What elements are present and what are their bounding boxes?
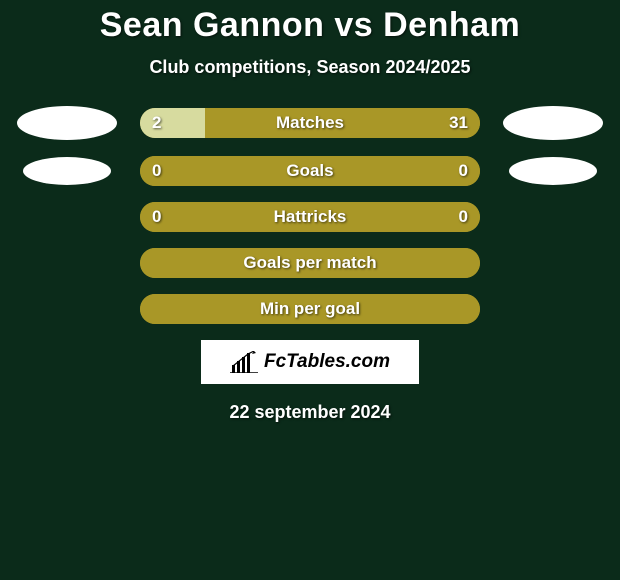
stat-bar: 2Matches31 xyxy=(140,108,480,138)
stat-label: Hattricks xyxy=(140,202,480,232)
stat-label: Goals per match xyxy=(140,248,480,278)
stat-row: Goals per match xyxy=(0,248,620,278)
stat-bar: 0Goals0 xyxy=(140,156,480,186)
stat-bar: Goals per match xyxy=(140,248,480,278)
stat-row: 0Goals0 xyxy=(0,156,620,186)
avatar-slot-right xyxy=(498,106,608,140)
stat-bar: Min per goal xyxy=(140,294,480,324)
stat-label: Matches xyxy=(140,108,480,138)
stat-label: Min per goal xyxy=(140,294,480,324)
avatar-slot-right xyxy=(498,157,608,185)
page-subtitle: Club competitions, Season 2024/2025 xyxy=(0,57,620,78)
stat-right-value: 31 xyxy=(437,108,480,138)
stat-bar: 0Hattricks0 xyxy=(140,202,480,232)
infographic-root: Sean Gannon vs Denham Club competitions,… xyxy=(0,0,620,423)
player-avatar-right xyxy=(503,106,603,140)
logo-box: FcTables.com xyxy=(201,340,419,384)
stat-right-value: 0 xyxy=(447,156,480,186)
logo-bars-icon xyxy=(230,351,258,373)
avatar-slot-left xyxy=(12,157,122,185)
avatar-slot-left xyxy=(12,106,122,140)
stat-row: Min per goal xyxy=(0,294,620,324)
player-avatar-left xyxy=(23,157,111,185)
stat-right-value xyxy=(456,294,480,324)
player-avatar-left xyxy=(17,106,117,140)
stat-rows: 2Matches310Goals00Hattricks0Goals per ma… xyxy=(0,106,620,324)
date-text: 22 september 2024 xyxy=(0,402,620,423)
player-avatar-right xyxy=(509,157,597,185)
stat-right-value xyxy=(456,248,480,278)
stat-row: 2Matches31 xyxy=(0,106,620,140)
logo-text: FcTables.com xyxy=(264,351,390,373)
page-title: Sean Gannon vs Denham xyxy=(0,6,620,45)
stat-row: 0Hattricks0 xyxy=(0,202,620,232)
stat-label: Goals xyxy=(140,156,480,186)
stat-right-value: 0 xyxy=(447,202,480,232)
